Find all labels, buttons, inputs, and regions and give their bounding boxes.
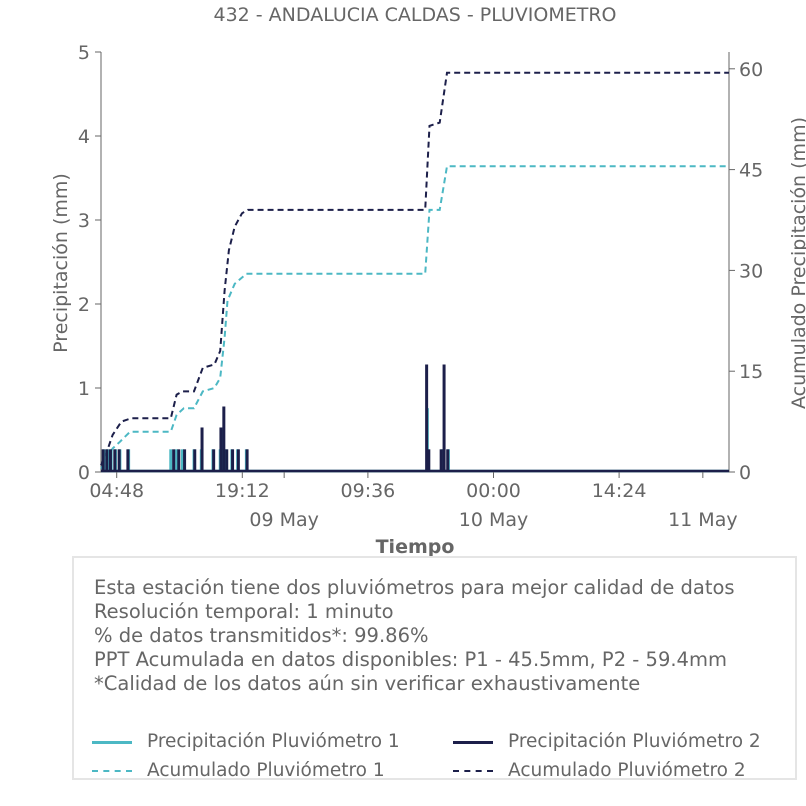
y-right-tick-label: 0 — [739, 462, 751, 484]
x-tick-label: 09:36 — [341, 480, 396, 502]
legend-item-cumulative-p1: Acumulado Pluviómetro 1 — [92, 760, 432, 782]
legend-swatch — [92, 741, 132, 744]
y-left-tick-label: 2 — [78, 294, 90, 316]
x-tick-label: 19:12 — [215, 480, 270, 502]
rainfall-chart: 432 - ANDALUCIA CALDAS - PLUVIOMETRO 0 1 2… — [50, 4, 806, 558]
x-tick-sublabel: 10 May — [459, 509, 529, 531]
legend-label: Precipitación Pluviómetro 1 — [147, 731, 400, 752]
legend-label: Precipitación Pluviómetro 2 — [508, 731, 761, 752]
y-left-tick-label: 5 — [78, 42, 90, 64]
legend-label: Acumulado Pluviómetro 1 — [147, 760, 385, 781]
y-right-tick-label: 30 — [739, 260, 763, 282]
y-left-tick-label: 4 — [78, 126, 90, 148]
y-left-tick-label: 1 — [78, 378, 90, 400]
legend-item-precip-p1: Precipitación Pluviómetro 1 — [92, 731, 432, 753]
legend-swatch — [92, 770, 132, 772]
x-axis-label: Tiempo — [376, 536, 455, 558]
y-right-tick-label: 15 — [739, 361, 763, 383]
x-tick-sublabel: 09 May — [249, 509, 319, 531]
x-tick-sublabel: 11 May — [668, 509, 738, 531]
legend-swatch — [453, 770, 493, 772]
info-line-accumulated: PPT Acumulada en datos disponibles: P1 -… — [94, 648, 727, 671]
info-line-quality-note: *Calidad de los datos aún sin verificar … — [94, 672, 641, 695]
chart-series — [100, 71, 729, 473]
y-left-tick-label: 3 — [78, 210, 90, 232]
info-line-resolution: Resolución temporal: 1 minuto — [94, 600, 394, 623]
x-tick-label: 00:00 — [466, 480, 521, 502]
cumulative-line — [100, 71, 729, 466]
x-tick-label: 14:24 — [592, 480, 647, 502]
legend-item-precip-p2: Precipitación Pluviómetro 2 — [453, 731, 793, 753]
cumulative-line — [100, 165, 729, 470]
info-box: Esta estación tiene dos pluviómetros par… — [72, 556, 797, 782]
y-right-tick-label: 60 — [739, 59, 763, 81]
legend-swatch — [453, 741, 493, 744]
x-tick-label: 04:48 — [89, 480, 144, 502]
legend-item-cumulative-p2: Acumulado Pluviómetro 2 — [453, 760, 793, 782]
info-line-transmitted: % de datos transmitidos*: 99.86% — [94, 624, 429, 647]
chart-axes — [100, 52, 730, 473]
y-left-tick-label: 0 — [78, 462, 90, 484]
info-line-stations: Esta estación tiene dos pluviómetros par… — [94, 576, 735, 599]
legend-label: Acumulado Pluviómetro 2 — [508, 760, 746, 781]
y-right-tick-label: 45 — [739, 160, 763, 182]
chart-title: 432 - ANDALUCIA CALDAS - PLUVIOMETRO — [213, 4, 616, 26]
y-axis-left-label: Precipitación (mm) — [50, 173, 72, 353]
y-axis-right-label: Acumulado Precipitación (mm) — [788, 117, 806, 409]
